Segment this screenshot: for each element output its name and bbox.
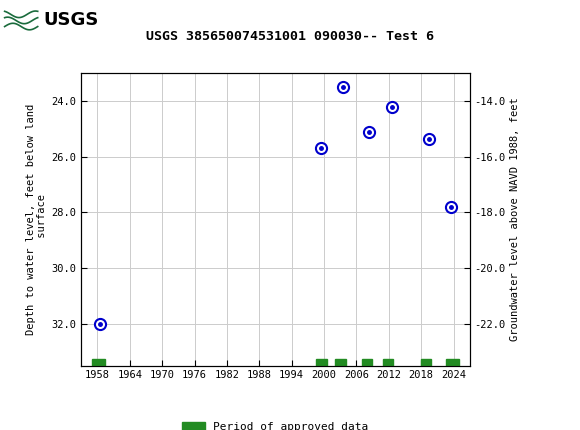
Bar	[92, 359, 106, 366]
Legend: Period of approved data: Period of approved data	[178, 417, 373, 430]
Bar	[383, 359, 393, 366]
Bar	[421, 359, 431, 366]
Y-axis label: Groundwater level above NAVD 1988, feet: Groundwater level above NAVD 1988, feet	[510, 98, 520, 341]
Text: USGS 385650074531001 090030-- Test 6: USGS 385650074531001 090030-- Test 6	[146, 30, 434, 43]
Bar	[445, 359, 459, 366]
Y-axis label: Depth to water level, feet below land
 surface: Depth to water level, feet below land su…	[26, 104, 47, 335]
Bar	[316, 359, 327, 366]
Text: USGS: USGS	[44, 12, 99, 29]
Bar	[335, 359, 346, 366]
Bar	[362, 359, 372, 366]
